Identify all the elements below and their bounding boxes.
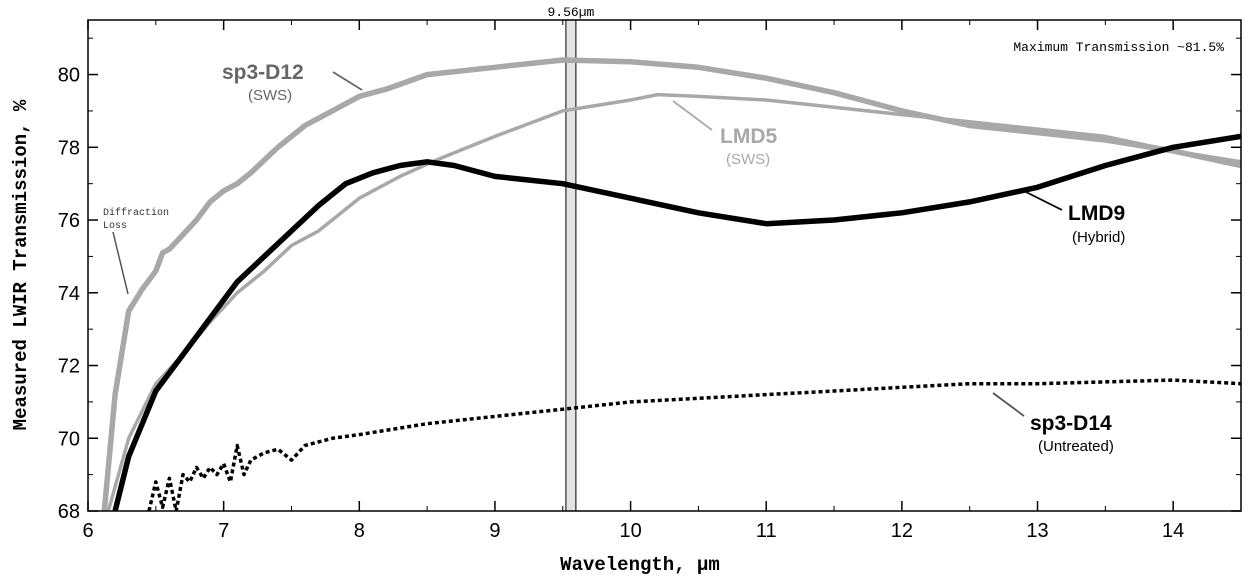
label-lmd5: LMD5 bbox=[720, 125, 777, 148]
series-line-sp3-d14 bbox=[147, 378, 1241, 511]
x-tick-label: 13 bbox=[1026, 520, 1048, 542]
label-lmd9: LMD9 bbox=[1068, 202, 1125, 225]
x-axis-title: Wavelength, µm bbox=[560, 554, 720, 576]
series-line-lmd9 bbox=[112, 133, 1241, 511]
diffraction-note-line1: Diffraction bbox=[103, 207, 169, 219]
leader-sp3-d12 bbox=[332, 71, 363, 91]
y-tick-label: 78 bbox=[58, 137, 80, 159]
x-tick-label: 6 bbox=[82, 520, 93, 542]
wavelength-marker-label: 9.56µm bbox=[547, 5, 594, 20]
x-tick-label: 8 bbox=[354, 520, 365, 542]
y-axis-title: Measured LWIR Transmission, % bbox=[10, 99, 32, 430]
label-sp3-d14: sp3-D14 bbox=[1030, 412, 1112, 435]
y-tick-label: 76 bbox=[58, 210, 80, 232]
label-lmd5-sub: (SWS) bbox=[726, 151, 770, 168]
x-axis-ticks: 6 7 8 9 10 11 12 13 14 bbox=[82, 20, 1184, 542]
x-tick-label: 12 bbox=[891, 520, 913, 542]
y-tick-label: 68 bbox=[58, 501, 80, 523]
label-sp3-d12-sub: (SWS) bbox=[248, 87, 292, 104]
label-sp3-d14-sub: (Untreated) bbox=[1038, 438, 1114, 455]
x-tick-label: 10 bbox=[619, 520, 641, 542]
y-tick-label: 74 bbox=[58, 283, 80, 305]
x-tick-label: 7 bbox=[218, 520, 229, 542]
series-layer bbox=[101, 57, 1241, 511]
y-tick-label: 70 bbox=[58, 428, 80, 450]
leader-sp3-d14 bbox=[992, 392, 1025, 417]
x-tick-label: 14 bbox=[1162, 520, 1184, 542]
y-tick-label: 72 bbox=[58, 356, 80, 378]
label-lmd9-sub: (Hybrid) bbox=[1072, 229, 1125, 246]
y-tick-label: 80 bbox=[58, 65, 80, 87]
leader-lmd9 bbox=[1023, 190, 1063, 211]
leader-lmd5 bbox=[672, 100, 713, 131]
diffraction-leader-line bbox=[112, 231, 129, 295]
wavelength-marker-band bbox=[565, 19, 577, 512]
x-tick-label: 9 bbox=[489, 520, 500, 542]
diffraction-note-line2: Loss bbox=[103, 221, 127, 232]
x-tick-label: 11 bbox=[756, 520, 777, 542]
series-line-sp3-d12 bbox=[101, 57, 1241, 511]
y-axis-ticks: 68 70 72 74 76 78 80 bbox=[58, 37, 1241, 523]
label-sp3-d12: sp3-D12 bbox=[222, 61, 304, 84]
max-transmission-note: Maximum Transmission ~81.5% bbox=[1013, 40, 1224, 55]
plot-frame bbox=[87, 19, 1242, 512]
